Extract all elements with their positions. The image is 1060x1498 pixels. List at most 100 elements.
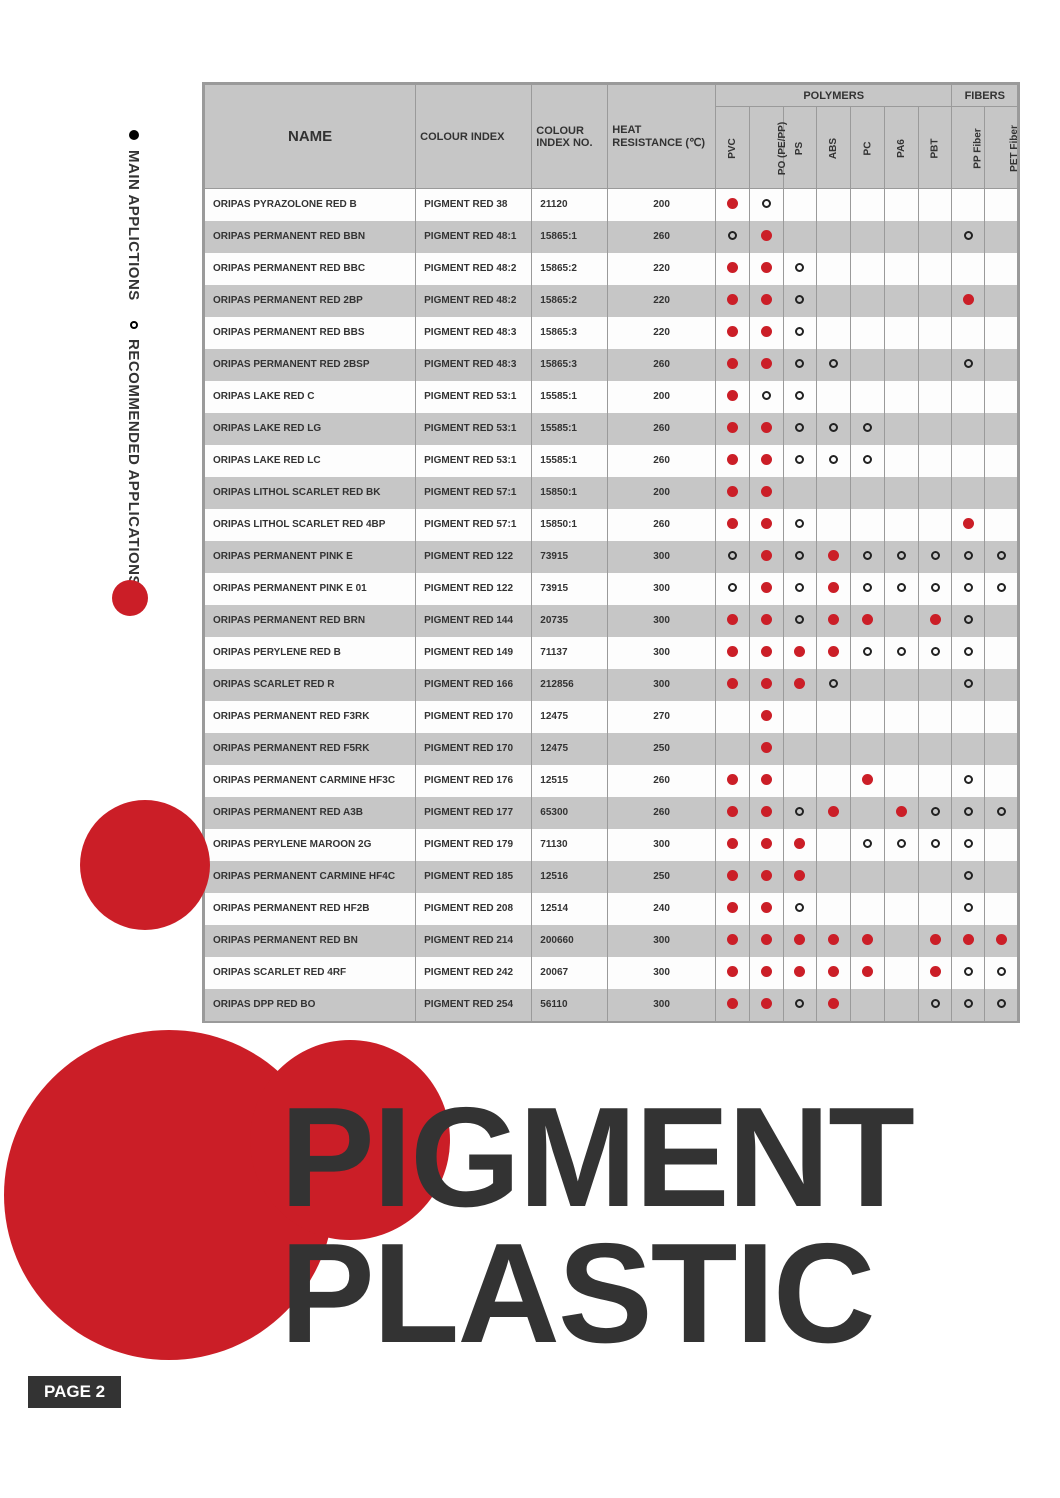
cell-mark [783, 957, 817, 989]
cell-mark [817, 701, 851, 733]
mark-hollow-icon [964, 807, 973, 816]
cell-mark [749, 829, 783, 861]
cell-mark [783, 573, 817, 605]
cell-name: ORIPAS PERMANENT PINK E [205, 541, 416, 573]
mark-solid-icon [794, 934, 805, 945]
cell-mark [918, 253, 952, 285]
cell-mark [884, 733, 918, 765]
cell-mark [715, 925, 749, 957]
cell-colour-index-no: 21120 [532, 189, 608, 221]
cell-mark [884, 669, 918, 701]
mark-solid-icon [794, 678, 805, 689]
cell-mark [749, 285, 783, 317]
cell-mark [783, 637, 817, 669]
cell-mark [783, 477, 817, 509]
decorative-circle [80, 800, 210, 930]
mark-solid-icon [761, 262, 772, 273]
cell-colour-index-no: 15865:2 [532, 285, 608, 317]
title-line-1: PIGMENT [280, 1090, 913, 1226]
cell-mark [715, 829, 749, 861]
cell-mark [918, 381, 952, 413]
data-table: NAME COLOUR INDEX COLOUR INDEX NO. HEAT … [204, 84, 1018, 1021]
cell-mark [749, 413, 783, 445]
cell-mark [783, 317, 817, 349]
mark-hollow-icon [964, 775, 973, 784]
cell-mark [817, 733, 851, 765]
mark-solid-icon [761, 966, 772, 977]
cell-mark [985, 509, 1018, 541]
cell-colour-index-no: 20735 [532, 605, 608, 637]
mark-solid-icon [727, 838, 738, 849]
cell-mark [952, 957, 985, 989]
cell-mark [952, 253, 985, 285]
cell-mark [884, 797, 918, 829]
table-row: ORIPAS PERMANENT PINK EPIGMENT RED 12273… [205, 541, 1018, 573]
mark-solid-icon [727, 966, 738, 977]
cell-mark [952, 605, 985, 637]
cell-colour-index: PIGMENT RED 53:1 [416, 445, 532, 477]
table-row: ORIPAS PERMANENT RED BBNPIGMENT RED 48:1… [205, 221, 1018, 253]
cell-mark [952, 797, 985, 829]
cell-mark [952, 829, 985, 861]
cell-mark [817, 253, 851, 285]
table-row: ORIPAS PERMANENT RED BRNPIGMENT RED 1442… [205, 605, 1018, 637]
table-row: ORIPAS LITHOL SCARLET RED BKPIGMENT RED … [205, 477, 1018, 509]
cell-colour-index: PIGMENT RED 144 [416, 605, 532, 637]
table-row: ORIPAS PERMANENT RED BNPIGMENT RED 21420… [205, 925, 1018, 957]
cell-mark [952, 733, 985, 765]
cell-mark [715, 317, 749, 349]
table-row: ORIPAS LAKE RED CPIGMENT RED 53:115585:1… [205, 381, 1018, 413]
cell-mark [952, 445, 985, 477]
mark-hollow-icon [728, 231, 737, 240]
cell-mark [918, 477, 952, 509]
mark-hollow-icon [795, 999, 804, 1008]
cell-mark [918, 925, 952, 957]
mark-hollow-icon [931, 583, 940, 592]
cell-colour-index-no: 73915 [532, 541, 608, 573]
cell-colour-index: PIGMENT RED 122 [416, 573, 532, 605]
page-number-badge: PAGE 2 [28, 1376, 121, 1408]
mark-solid-icon [727, 806, 738, 817]
cell-colour-index: PIGMENT RED 57:1 [416, 509, 532, 541]
cell-mark [985, 317, 1018, 349]
cell-mark [715, 477, 749, 509]
table-row: ORIPAS LITHOL SCARLET RED 4BPPIGMENT RED… [205, 509, 1018, 541]
cell-colour-index: PIGMENT RED 170 [416, 701, 532, 733]
mark-solid-icon [761, 486, 772, 497]
cell-mark [749, 701, 783, 733]
mark-hollow-icon [795, 519, 804, 528]
mark-hollow-icon [997, 999, 1006, 1008]
cell-mark [715, 573, 749, 605]
cell-mark [817, 413, 851, 445]
cell-mark [851, 381, 885, 413]
table-row: ORIPAS PERMANENT RED 2BPPIGMENT RED 48:2… [205, 285, 1018, 317]
mark-hollow-icon [829, 359, 838, 368]
cell-mark [817, 573, 851, 605]
cell-mark [918, 541, 952, 573]
cell-mark [952, 573, 985, 605]
cell-mark [985, 605, 1018, 637]
cell-heat: 220 [608, 253, 716, 285]
cell-colour-index: PIGMENT RED 149 [416, 637, 532, 669]
cell-mark [817, 317, 851, 349]
table-row: ORIPAS PERMANENT CARMINE HF3CPIGMENT RED… [205, 765, 1018, 797]
cell-name: ORIPAS LAKE RED LG [205, 413, 416, 445]
cell-mark [952, 509, 985, 541]
mark-solid-icon [727, 614, 738, 625]
cell-mark [851, 989, 885, 1021]
cell-mark [817, 221, 851, 253]
cell-mark [884, 221, 918, 253]
cell-heat: 300 [608, 957, 716, 989]
cell-mark [985, 893, 1018, 925]
mark-solid-icon [727, 486, 738, 497]
th-abs: ABS [817, 107, 851, 189]
cell-mark [952, 413, 985, 445]
cell-mark [817, 285, 851, 317]
cell-mark [918, 861, 952, 893]
cell-mark [715, 765, 749, 797]
mark-solid-icon [727, 998, 738, 1009]
table-row: ORIPAS PERMANENT RED 2BSPPIGMENT RED 48:… [205, 349, 1018, 381]
cell-heat: 300 [608, 637, 716, 669]
cell-mark [851, 413, 885, 445]
mark-hollow-icon [897, 583, 906, 592]
